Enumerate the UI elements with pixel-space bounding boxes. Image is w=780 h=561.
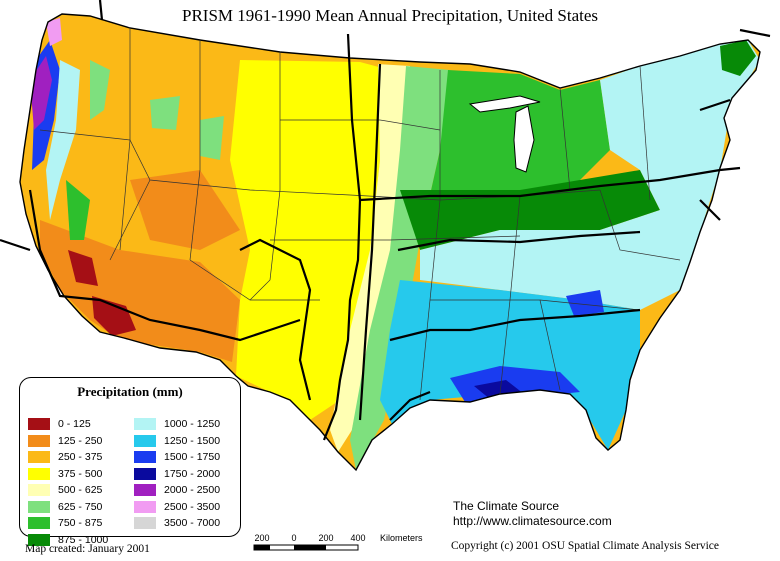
legend-item: 1250 - 1500 [134, 433, 220, 450]
source-name: The Climate Source [453, 499, 560, 513]
legend-swatch [28, 451, 50, 464]
band-1000-1250 [46, 60, 80, 220]
band-2500-3500 [46, 18, 62, 46]
band-1500-1750 [566, 290, 604, 316]
legend-item: 3500 - 7000 [134, 515, 220, 532]
source-credit: The Climate Source http://www.climatesou… [453, 499, 612, 529]
copyright-text: Copyright (c) 2001 OSU Spatial Climate A… [451, 540, 719, 552]
legend-item: 375 - 500 [28, 466, 108, 483]
created-date: Map created: January 2001 [25, 543, 150, 555]
legend-swatch [134, 434, 156, 447]
lake-michigan [513, 105, 535, 173]
legend-item: 750 - 875 [28, 515, 108, 532]
scale-label: 400 [350, 533, 366, 543]
legend-item: 2000 - 2500 [134, 482, 220, 499]
band-125-250 [130, 170, 240, 250]
legend-item: 1750 - 2000 [134, 466, 220, 483]
scale-label: 0 [291, 533, 297, 543]
band-875-1000 [720, 40, 756, 76]
legend-item: 1500 - 1750 [134, 449, 220, 466]
legend-swatch [28, 533, 50, 546]
legend-item: 1000 - 1250 [134, 416, 220, 433]
legend-swatch [28, 500, 50, 513]
legend-column-left: 0 - 125 125 - 250 250 - 375 375 - 500 50… [28, 416, 108, 548]
legend-item: 500 - 625 [28, 482, 108, 499]
legend-swatch [134, 517, 156, 530]
scale-units: Kilometers [380, 533, 423, 543]
legend-item: 250 - 375 [28, 449, 108, 466]
band-0-125 [68, 250, 98, 286]
map-title: PRISM 1961-1990 Mean Annual Precipitatio… [182, 6, 598, 25]
legend-swatch [134, 484, 156, 497]
scale-label: 200 [254, 533, 270, 543]
legend-title: Precipitation (mm) [77, 384, 183, 399]
band-625-750 [90, 60, 110, 120]
us-outline [19, 13, 761, 472]
legend-column-right: 1000 - 1250 1250 - 1500 1500 - 1750 1750… [134, 416, 220, 532]
legend: Precipitation (mm) 0 - 125 125 - 250 250… [19, 377, 241, 546]
band-625-750 [200, 116, 224, 160]
legend-swatch [134, 467, 156, 480]
legend-item: 875 - 1000 [28, 532, 108, 549]
band-1250-1500 [380, 280, 640, 450]
source-url[interactable]: http://www.climatesource.com [453, 514, 612, 528]
legend-item: 625 - 750 [28, 499, 108, 516]
legend-swatch [134, 418, 156, 431]
band-500-625 [330, 64, 410, 452]
band-125-250 [40, 220, 240, 362]
legend-item: 2500 - 3500 [134, 499, 220, 516]
legend-swatch [134, 500, 156, 513]
region-boundaries [0, 0, 771, 441]
scale-bar-graphic [253, 544, 359, 551]
band-625-750 [150, 96, 180, 130]
legend-item: 0 - 125 [28, 416, 108, 433]
band-750-875 [66, 180, 90, 240]
band-625-750 [350, 66, 450, 470]
scale-bar: 200 0 200 400 Kilometers [252, 533, 442, 555]
lake-superior [468, 95, 541, 113]
legend-swatch [28, 434, 50, 447]
legend-swatch [28, 484, 50, 497]
scale-label: 200 [318, 533, 334, 543]
legend-swatch [134, 451, 156, 464]
legend-swatch [28, 517, 50, 530]
legend-swatch [28, 418, 50, 431]
band-0-125 [92, 296, 136, 336]
legend-item: 125 - 250 [28, 433, 108, 450]
legend-swatch [28, 467, 50, 480]
